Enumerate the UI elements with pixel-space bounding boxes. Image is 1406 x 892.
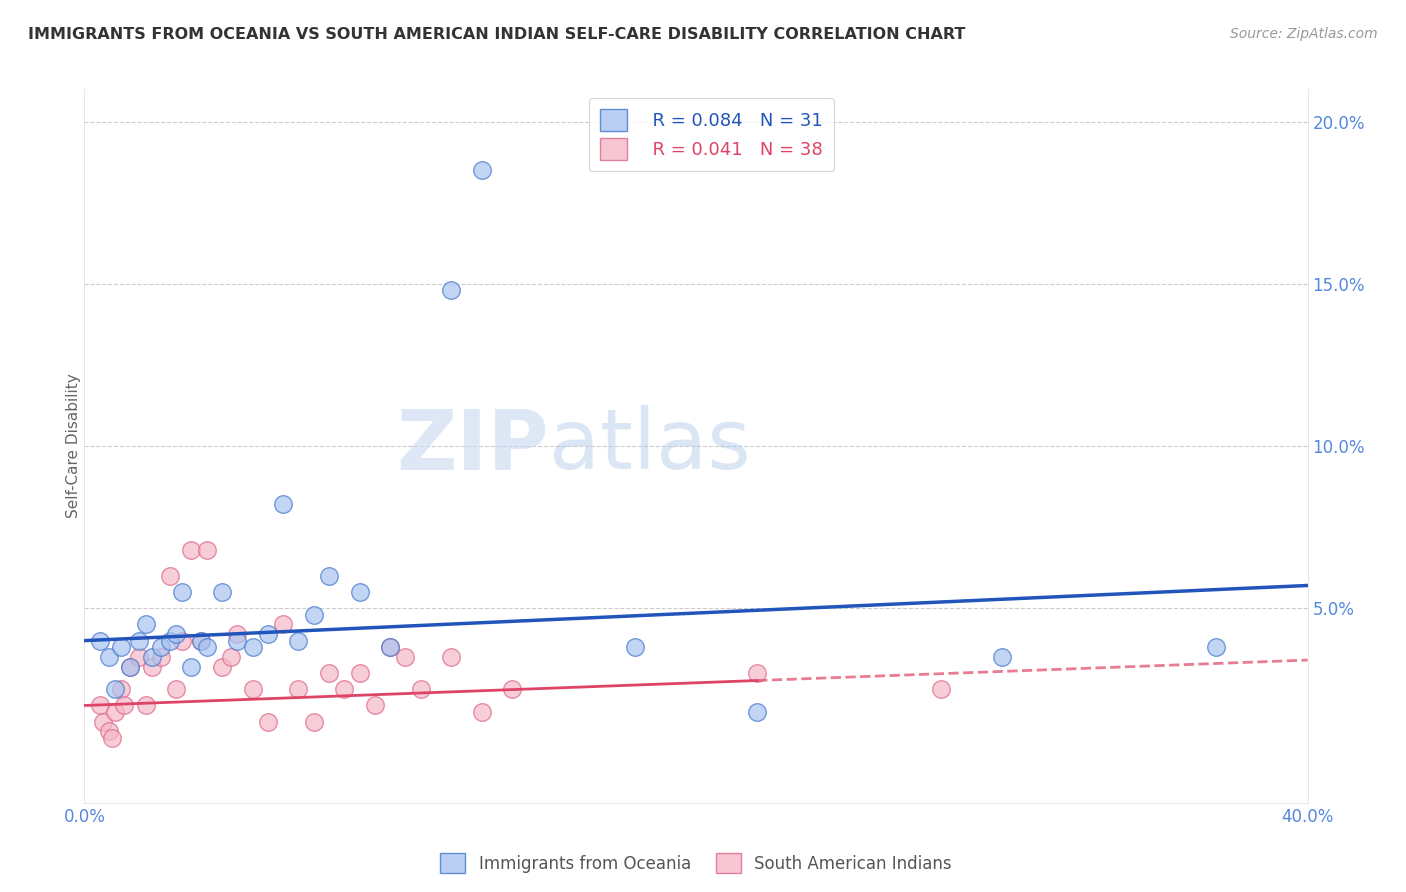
Point	[242, 640, 264, 654]
Y-axis label: Self-Care Disability: Self-Care Disability	[66, 374, 80, 518]
Point	[624, 640, 647, 654]
Point	[257, 714, 280, 729]
Point	[318, 666, 340, 681]
Point	[219, 649, 242, 664]
Point	[172, 633, 194, 648]
Legend: Immigrants from Oceania, South American Indians: Immigrants from Oceania, South American …	[433, 847, 959, 880]
Point	[89, 698, 111, 713]
Point	[380, 640, 402, 654]
Point	[128, 649, 150, 664]
Text: Source: ZipAtlas.com: Source: ZipAtlas.com	[1230, 27, 1378, 41]
Point	[226, 633, 249, 648]
Point	[991, 649, 1014, 664]
Point	[747, 705, 769, 719]
Point	[89, 633, 111, 648]
Point	[165, 627, 187, 641]
Point	[929, 682, 952, 697]
Point	[471, 163, 494, 178]
Point	[165, 682, 187, 697]
Point	[211, 585, 233, 599]
Point	[91, 714, 114, 729]
Point	[180, 542, 202, 557]
Point	[747, 666, 769, 681]
Point	[302, 714, 325, 729]
Point	[394, 649, 416, 664]
Point	[149, 640, 172, 654]
Point	[502, 682, 524, 697]
Point	[128, 633, 150, 648]
Point	[287, 682, 309, 697]
Point	[172, 585, 194, 599]
Point	[190, 633, 212, 648]
Point	[440, 649, 463, 664]
Point	[287, 633, 309, 648]
Point	[110, 682, 132, 697]
Point	[380, 640, 402, 654]
Point	[271, 617, 294, 632]
Point	[159, 633, 181, 648]
Text: atlas: atlas	[550, 406, 751, 486]
Point	[302, 607, 325, 622]
Point	[135, 698, 157, 713]
Point	[349, 666, 371, 681]
Point	[364, 698, 387, 713]
Point	[211, 659, 233, 673]
Point	[101, 731, 124, 745]
Point	[242, 682, 264, 697]
Point	[318, 568, 340, 582]
Point	[333, 682, 356, 697]
Point	[271, 497, 294, 511]
Text: IMMIGRANTS FROM OCEANIA VS SOUTH AMERICAN INDIAN SELF-CARE DISABILITY CORRELATIO: IMMIGRANTS FROM OCEANIA VS SOUTH AMERICA…	[28, 27, 966, 42]
Point	[120, 659, 142, 673]
Point	[159, 568, 181, 582]
Point	[110, 640, 132, 654]
Point	[190, 633, 212, 648]
Point	[257, 627, 280, 641]
Point	[195, 640, 218, 654]
Point	[97, 649, 120, 664]
Point	[226, 627, 249, 641]
Point	[440, 283, 463, 297]
Point	[104, 705, 127, 719]
Point	[141, 649, 163, 664]
Point	[112, 698, 135, 713]
Point	[141, 659, 163, 673]
Point	[120, 659, 142, 673]
Point	[180, 659, 202, 673]
Point	[409, 682, 432, 697]
Point	[471, 705, 494, 719]
Point	[97, 724, 120, 739]
Point	[149, 649, 172, 664]
Point	[135, 617, 157, 632]
Point	[349, 585, 371, 599]
Point	[1205, 640, 1227, 654]
Text: ZIP: ZIP	[396, 406, 550, 486]
Point	[195, 542, 218, 557]
Point	[104, 682, 127, 697]
